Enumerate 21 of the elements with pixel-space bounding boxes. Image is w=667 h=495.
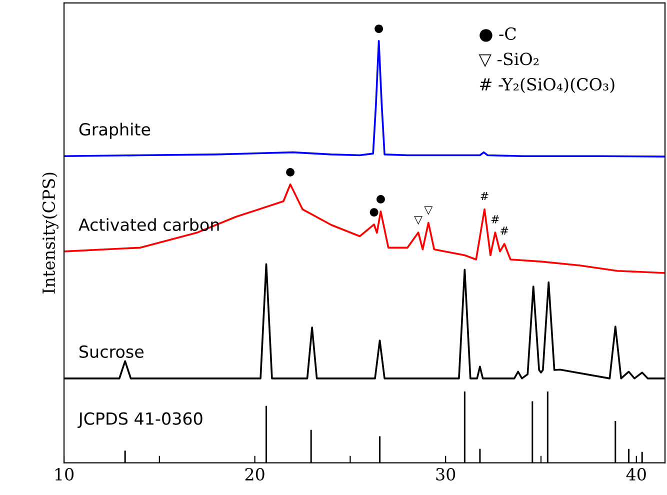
annotation: ● — [370, 208, 378, 217]
annotation: ● -C — [480, 27, 516, 42]
annotation: ▽ — [424, 206, 433, 215]
annotation: # -Y₂(SiO₄)(CO₃) — [480, 78, 614, 93]
annotation: # — [491, 215, 500, 224]
series-label: Sucrose — [80, 345, 144, 358]
x-tick-label: 40 — [626, 468, 646, 481]
annotation: # — [480, 192, 488, 200]
y-axis-title: Intensity(CPS) — [42, 172, 58, 294]
text: JCPDS 41-0360 — [78, 412, 202, 428]
annotation: ▽ — [414, 216, 423, 225]
annotation: ● — [376, 195, 385, 204]
annotation: ▽ -SiO₂ — [478, 52, 538, 68]
annotation: ● — [374, 24, 384, 34]
series-label: Graphite — [79, 122, 150, 139]
x-tick-label: 20 — [245, 468, 264, 481]
annotation: ● — [286, 168, 295, 176]
x-tick-label: 10 — [55, 468, 74, 481]
annotation: # — [500, 226, 508, 235]
series-label: Activated carbon — [78, 218, 219, 231]
x-tick-label: 30 — [436, 468, 456, 481]
